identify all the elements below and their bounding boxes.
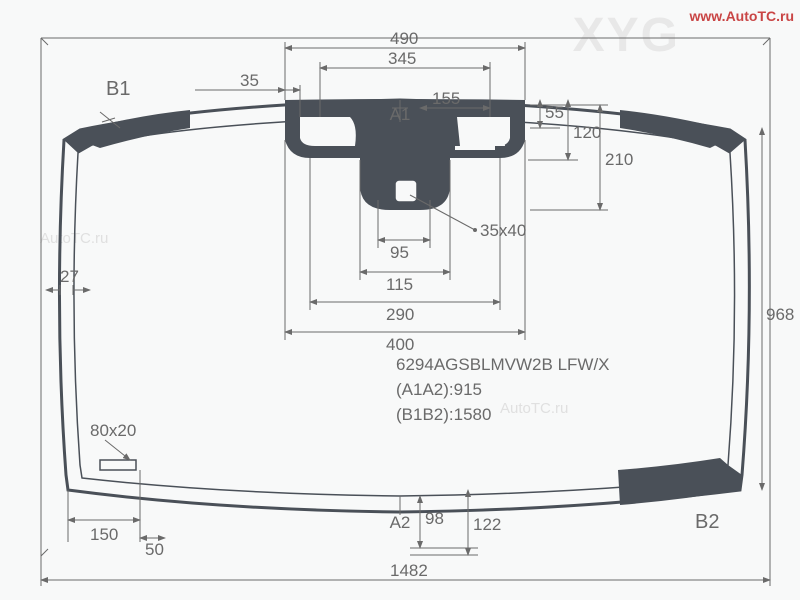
corner-top-right [620,110,745,153]
dim-400: 400 [386,335,414,354]
sensor-cutout-left [300,117,356,146]
part-number: 6294AGSBLMVW2B LFW/X [396,355,610,374]
label-a2: A2 [390,513,411,532]
dim-55: 55 [545,103,564,122]
sensor-cutout-right [457,117,510,146]
dim-122: 122 [473,515,501,534]
dim-95: 95 [390,243,409,262]
dim-290: 290 [386,305,414,324]
dim-155: 155 [432,89,460,108]
dim-968: 968 [766,305,794,324]
vin-window [100,460,136,470]
dim-27: 27 [60,267,79,286]
label-b2: B2 [695,511,719,533]
dim-1482: 1482 [390,561,428,580]
dim-115: 115 [386,275,413,294]
dim-490: 490 [390,29,418,48]
dim-35: 35 [240,71,259,90]
dim-210: 210 [605,150,633,169]
label-b1: B1 [106,78,130,100]
dim-50: 50 [145,540,164,559]
dim-345: 345 [388,49,416,68]
diagram-svg: B1 B2 A1 A2 490 345 35 155 55 120 210 35… [0,0,800,600]
dim-150: 150 [90,525,118,544]
part-b1b2: (B1B2):1580 [396,405,491,424]
dim-80x20: 80x20 [90,421,136,440]
corner-bottom-right [618,458,742,505]
dim-35x40: 35x40 [480,221,526,240]
part-a1a2: (A1A2):915 [396,380,482,399]
sensor-square [395,180,417,202]
dim-98: 98 [425,509,444,528]
dim-120: 120 [573,123,601,142]
